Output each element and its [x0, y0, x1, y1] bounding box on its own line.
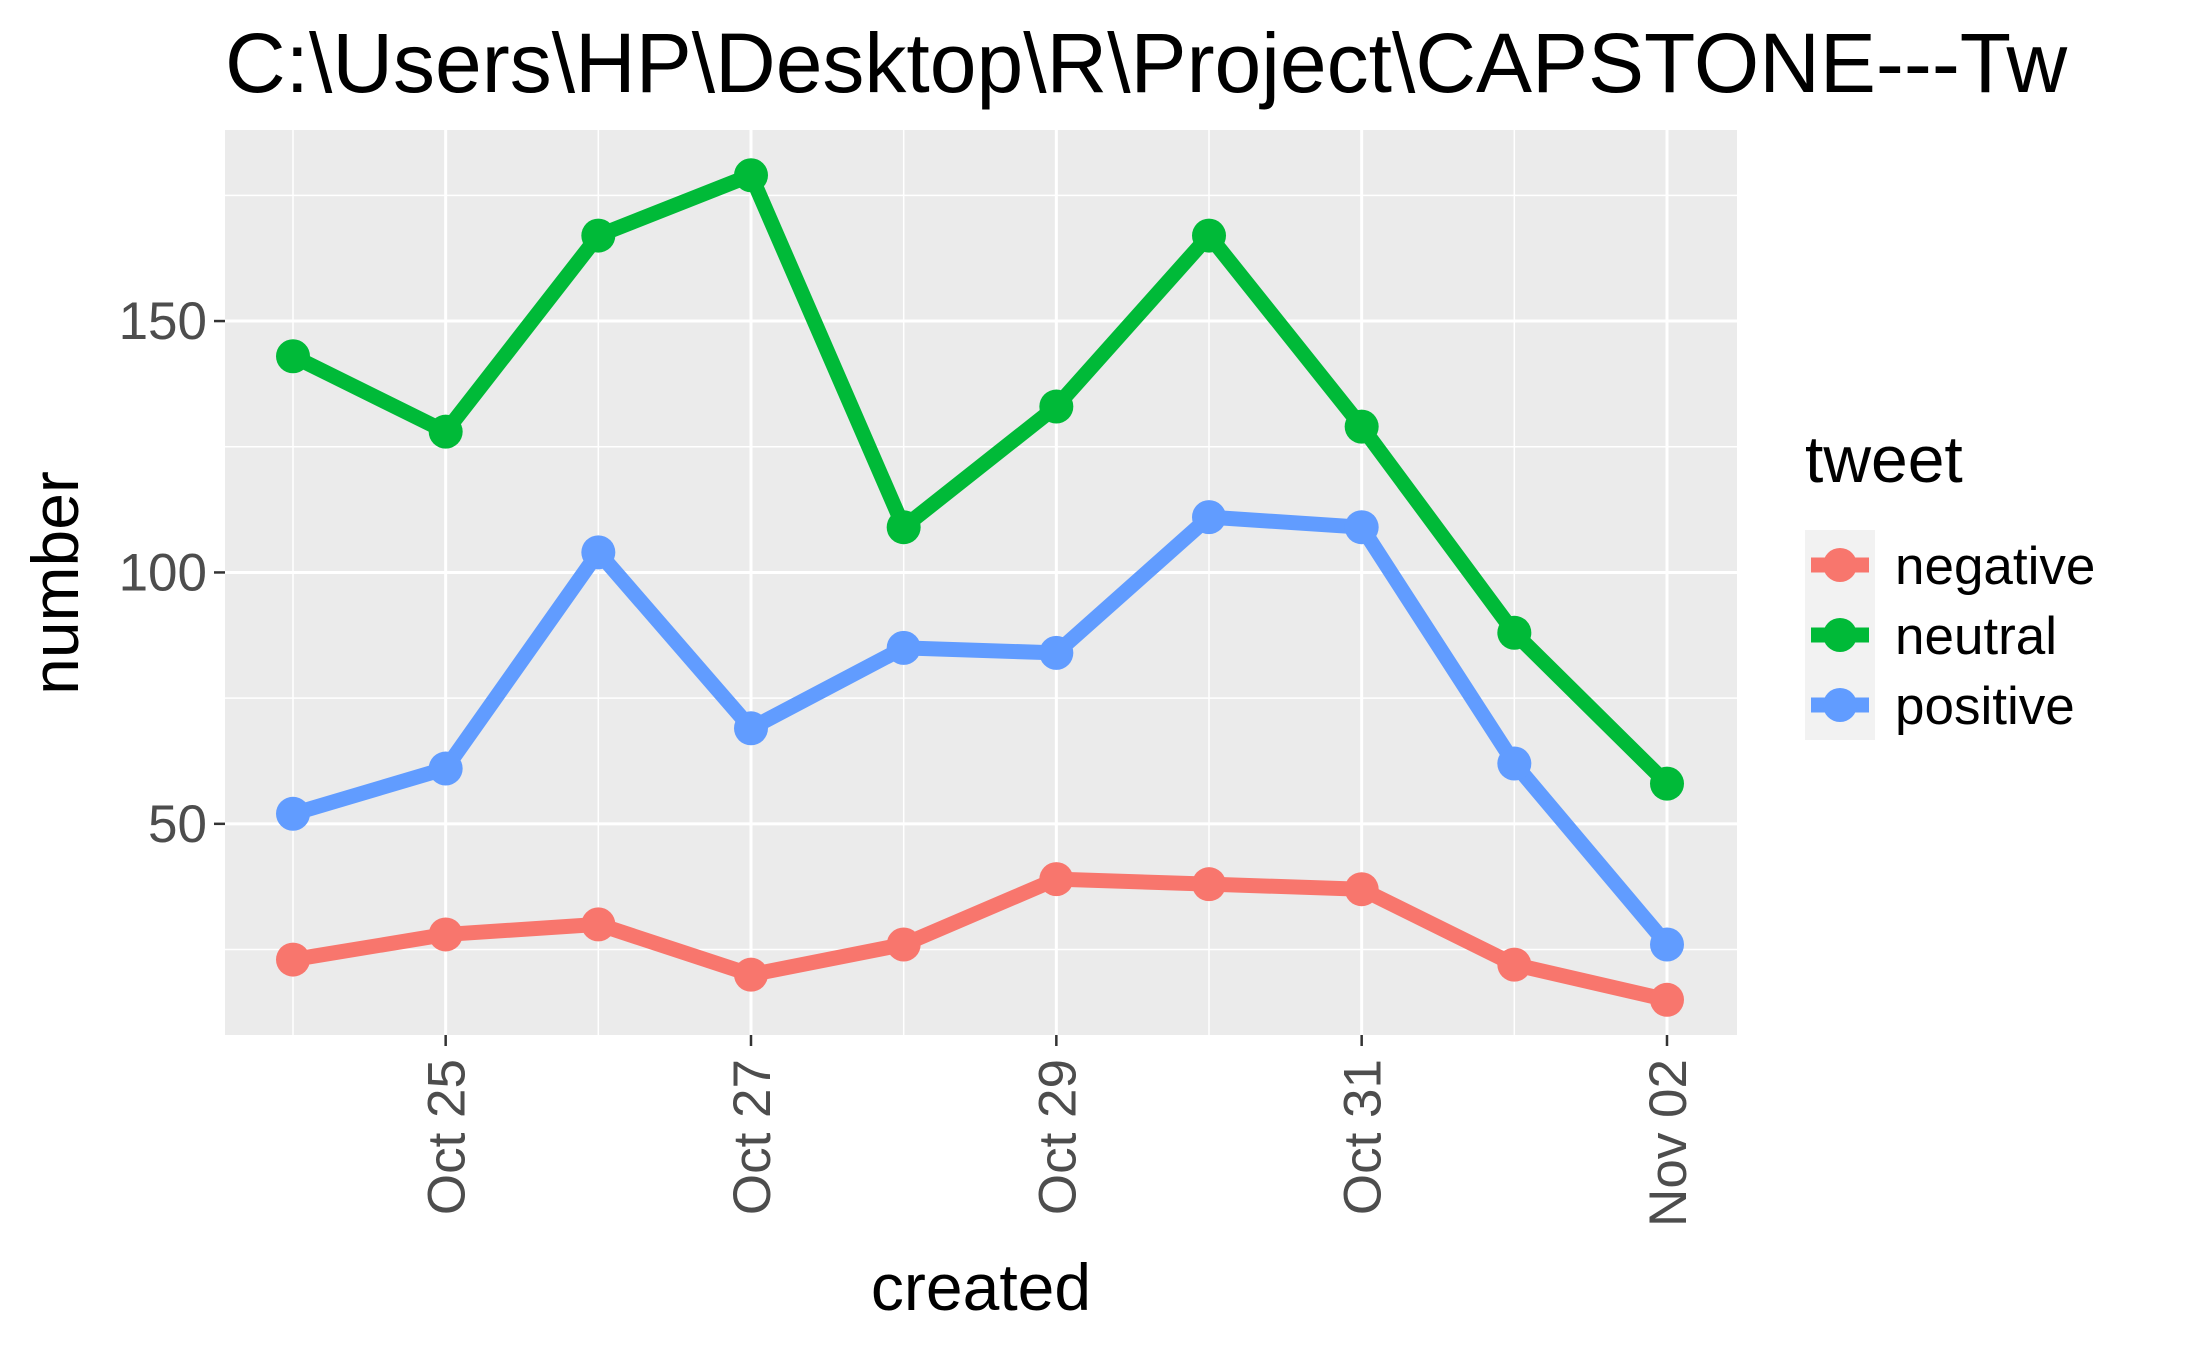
data-point-positive	[1650, 927, 1684, 962]
data-point-negative	[276, 942, 310, 977]
data-point-neutral	[1497, 615, 1532, 650]
data-point-neutral	[734, 158, 768, 193]
x-axis-title: created	[871, 1250, 1091, 1324]
data-point-positive	[734, 711, 768, 746]
x-tick-label: Nov 02	[1639, 1059, 1698, 1227]
plot-panel	[225, 130, 1737, 1035]
legend-title: tweet	[1805, 422, 1963, 496]
data-point-neutral	[581, 218, 616, 253]
legend-label-positive: positive	[1895, 677, 2075, 736]
data-point-positive	[276, 796, 310, 831]
data-point-positive	[886, 630, 921, 665]
data-point-neutral	[1039, 389, 1074, 424]
data-point-neutral	[1344, 409, 1379, 444]
series-points	[276, 158, 1684, 1017]
data-point-neutral	[1650, 766, 1684, 801]
data-point-positive	[1039, 635, 1074, 670]
legend-label-negative: negative	[1895, 537, 2095, 596]
data-point-negative	[734, 957, 768, 992]
data-point-negative	[886, 927, 921, 962]
chart-title: C:\Users\HP\Desktop\R\Project\CAPSTONE--…	[225, 16, 2067, 110]
x-tick-label: Oct 25	[418, 1059, 477, 1215]
legend-label-neutral: neutral	[1895, 607, 2057, 666]
legend-key-point	[1823, 618, 1857, 652]
data-point-positive	[1497, 746, 1532, 781]
x-tick-label: Oct 27	[723, 1059, 782, 1215]
data-point-negative	[428, 917, 463, 952]
data-point-positive	[1344, 510, 1379, 545]
grid-minor	[225, 130, 1737, 1035]
data-point-positive	[428, 751, 463, 786]
data-point-negative	[581, 907, 616, 942]
legend: tweet negative neutral positive	[1805, 422, 2095, 740]
data-point-negative	[1344, 872, 1379, 907]
data-point-negative	[1192, 867, 1226, 902]
data-point-negative	[1497, 947, 1532, 982]
y-tick-label: 150	[119, 292, 207, 351]
x-tick-label: Oct 29	[1028, 1059, 1087, 1215]
data-point-neutral	[428, 414, 463, 449]
data-point-negative	[1650, 982, 1684, 1017]
legend-key-point	[1823, 688, 1857, 722]
series-lines	[289, 167, 1673, 1008]
y-tick-label: 50	[148, 795, 207, 854]
data-point-neutral	[276, 339, 310, 374]
series-line-positive	[290, 509, 1673, 950]
y-axis: 50 100 150	[119, 292, 225, 854]
x-tick-label: Oct 31	[1334, 1059, 1393, 1215]
data-point-neutral	[1192, 218, 1226, 253]
data-point-negative	[1039, 862, 1074, 897]
y-axis-title: number	[18, 471, 92, 695]
series-line-neutral	[289, 167, 1673, 789]
legend-key-point	[1823, 548, 1857, 582]
data-point-neutral	[886, 510, 921, 545]
data-point-positive	[1192, 500, 1226, 535]
series-line-negative	[291, 871, 1669, 1008]
x-axis: Oct 25 Oct 27 Oct 29 Oct 31 Nov 02	[418, 1035, 1698, 1227]
y-tick-label: 100	[119, 543, 207, 602]
data-point-positive	[581, 535, 616, 570]
